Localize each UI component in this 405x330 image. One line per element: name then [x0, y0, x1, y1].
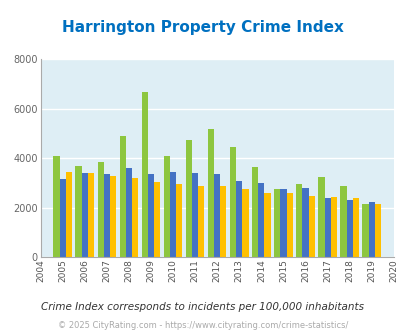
Bar — [198, 185, 204, 257]
Bar — [60, 180, 66, 257]
Bar — [119, 136, 126, 257]
Bar — [66, 172, 72, 257]
Bar — [141, 92, 147, 257]
Bar — [126, 168, 132, 257]
Bar — [153, 182, 160, 257]
Bar — [97, 162, 104, 257]
Bar — [374, 204, 380, 257]
Bar — [339, 185, 346, 257]
Bar — [110, 176, 116, 257]
Bar — [324, 198, 330, 257]
Bar — [192, 173, 198, 257]
Bar — [252, 167, 258, 257]
Bar — [296, 184, 302, 257]
Bar — [236, 181, 242, 257]
Bar — [258, 183, 264, 257]
Bar — [87, 173, 94, 257]
Bar — [104, 175, 110, 257]
Bar — [318, 177, 324, 257]
Bar — [302, 188, 308, 257]
Bar — [176, 184, 182, 257]
Bar — [330, 197, 336, 257]
Bar — [280, 189, 286, 257]
Text: Harrington Property Crime Index: Harrington Property Crime Index — [62, 20, 343, 35]
Bar — [352, 198, 358, 257]
Bar — [220, 185, 226, 257]
Bar — [81, 173, 87, 257]
Bar — [308, 195, 314, 257]
Bar — [286, 193, 292, 257]
Text: Crime Index corresponds to incidents per 100,000 inhabitants: Crime Index corresponds to incidents per… — [41, 302, 364, 312]
Bar — [170, 172, 176, 257]
Bar — [185, 140, 192, 257]
Bar — [75, 166, 81, 257]
Bar — [264, 193, 270, 257]
Bar — [147, 175, 153, 257]
Bar — [346, 201, 352, 257]
Bar — [213, 175, 220, 257]
Bar — [207, 129, 213, 257]
Bar — [273, 189, 280, 257]
Text: © 2025 CityRating.com - https://www.cityrating.com/crime-statistics/: © 2025 CityRating.com - https://www.city… — [58, 320, 347, 330]
Bar — [242, 189, 248, 257]
Bar — [368, 202, 374, 257]
Bar — [163, 156, 170, 257]
Bar — [53, 156, 60, 257]
Bar — [362, 204, 368, 257]
Bar — [230, 147, 236, 257]
Bar — [132, 178, 138, 257]
